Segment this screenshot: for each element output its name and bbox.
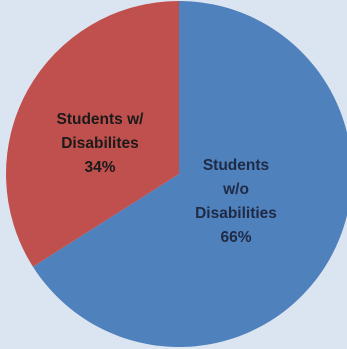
- pie-slice-0: [32, 1, 347, 347]
- slice-label-0-0: Students: [203, 157, 269, 174]
- slice-label-1-1: Disabilites: [61, 135, 139, 152]
- pie-slice-1: [5, 1, 179, 267]
- slice-label-1-0: Students w/: [57, 111, 145, 128]
- slice-label-0-2: Disabilities: [195, 205, 277, 222]
- slice-percent-label-0: 66%: [220, 229, 251, 246]
- slice-label-0-1: w/o: [222, 181, 249, 198]
- slice-percent-label-1: 34%: [84, 159, 115, 176]
